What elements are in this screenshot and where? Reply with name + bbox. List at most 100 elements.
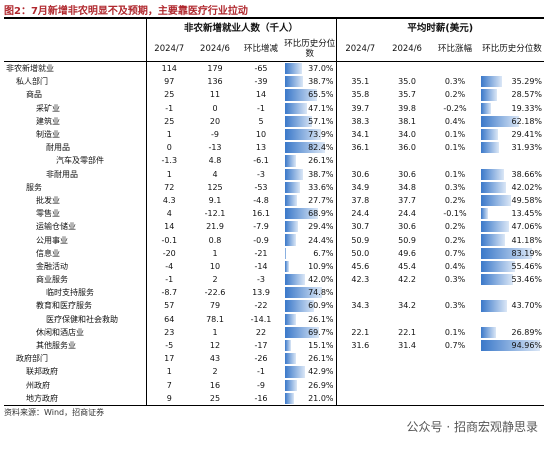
cell: 16.1: [252, 209, 270, 219]
cell: -39: [254, 77, 268, 87]
percentile-label: 41.18%: [511, 235, 543, 245]
percentile-cell: 42.0%: [284, 273, 336, 286]
table-row: 教育和医疗服务 57 79 -22 60.9% 34.3 34.2 0.3% 43.70%: [4, 299, 544, 313]
percentile-cell: 41.18%: [480, 233, 544, 246]
cell: -7.9: [253, 222, 269, 232]
percentile-cell: 62.18%: [480, 115, 544, 128]
row-name: 私人部门: [16, 77, 48, 87]
percentile-cell: 26.89%: [480, 326, 544, 339]
table-row: 批发业 4.3 9.1 -4.8 27.7% 37.8 37.7 0.2% 49.58%: [4, 193, 544, 208]
empty-cell: [335, 391, 385, 406]
data-bar: [285, 366, 306, 378]
data-bar: [285, 128, 322, 141]
percentile-cell: 26.1%: [284, 154, 336, 167]
group-header: 非农新增就业人数（千人）: [145, 17, 337, 37]
row-name: 联邦政府: [26, 367, 58, 377]
cell: -65: [254, 64, 268, 74]
data-bar: [285, 168, 303, 180]
table-row: 运输仓储业 14 21.9 -7.9 29.4% 30.7 30.6 0.2% 47.06%: [4, 220, 544, 234]
row-name: 临时支持服务: [46, 288, 94, 298]
percentile-label: 53.46%: [511, 275, 543, 285]
empty-cell: [335, 365, 385, 379]
percentile-label: 42.0%: [308, 275, 334, 285]
cell: 0.3%: [444, 275, 466, 285]
table-row: 商业服务 -1 2 -3 42.0% 42.3 42.2 0.3% 53.46%: [4, 273, 544, 287]
table-row: 非农新增就业 114 179 -65 37.0%: [4, 61, 544, 76]
table-row: 商品 25 11 14 65.5% 35.8 35.7 0.2% 28.57%: [4, 88, 544, 102]
cell: -14: [254, 261, 268, 271]
data-bar: [481, 247, 533, 259]
cell: 0.1%: [444, 327, 466, 337]
cell: 0.8: [208, 235, 222, 245]
empty-cell: [430, 62, 480, 76]
row-name: 采矿业: [36, 103, 60, 113]
percentile-cell: 33.6%: [284, 181, 336, 194]
cell: -1: [257, 103, 265, 113]
percentile-cell: 42.9%: [284, 365, 336, 378]
percentile-cell: 74.8%: [284, 286, 336, 299]
row-name: 公用事业: [36, 235, 68, 245]
cell: 136: [207, 77, 223, 87]
cell: 0.2%: [444, 235, 466, 245]
percentile-label: 49.58%: [511, 195, 543, 205]
percentile-label: 15.1%: [308, 341, 334, 351]
empty-cell: [335, 286, 385, 300]
table-row: 建筑业 25 20 5 57.1% 38.3 38.1 0.4% 62.18%: [4, 114, 544, 128]
percentile-cell: 26.1%: [284, 313, 336, 326]
cell: 17: [145, 352, 192, 366]
source: 资料来源：Wind，招商证券: [4, 408, 105, 417]
percentile-label: 74.8%: [308, 288, 334, 298]
empty-cell: [384, 352, 430, 365]
data-bar: [481, 234, 506, 246]
data-bar: [285, 313, 297, 325]
row-name: 汽车及零部件: [56, 156, 104, 166]
cell: 30.6: [335, 167, 385, 181]
empty-cell: [430, 391, 481, 406]
column-header: 2024/6: [384, 37, 431, 62]
percentile-cell: 55.46%: [480, 260, 544, 273]
percentile-cell: 65.5%: [284, 88, 336, 101]
data-bar: [285, 260, 289, 272]
percentile-cell: 26.1%: [284, 352, 336, 365]
percentile-cell: 28.57%: [480, 88, 544, 101]
title: 图2：7月新增非农明显不及预期，主要靠医疗行业拉动: [4, 6, 248, 17]
cell: -53: [254, 182, 268, 192]
percentile-cell: 6.7%: [284, 247, 336, 260]
empty-cell: [384, 154, 430, 167]
cell: -12.1: [204, 209, 226, 219]
cell: -0.1%: [443, 209, 467, 219]
cell: 1: [145, 127, 192, 142]
table-row: 服务 72 125 -53 33.6% 34.9 34.8 0.3% 42.02%: [4, 180, 544, 194]
cell: 31.6: [335, 338, 385, 353]
percentile-cell: 73.9%: [284, 128, 336, 141]
percentile-label: 60.9%: [308, 301, 334, 311]
cell: 35.7: [398, 90, 416, 100]
cell: 25: [145, 88, 192, 102]
percentile-cell: 38.7%: [284, 168, 336, 181]
percentile-label: 26.1%: [308, 354, 334, 364]
empty-cell: [384, 313, 430, 326]
table-row: 联邦政府 1 2 -1 42.9%: [4, 365, 544, 379]
empty-cell: [430, 286, 480, 299]
percentile-cell: 57.1%: [284, 115, 336, 128]
cell: 2: [212, 275, 218, 285]
table-row: 政府部门 17 43 -26 26.1%: [4, 352, 544, 366]
cell: 21.9: [206, 222, 224, 232]
empty-cell: [480, 365, 544, 378]
cell: 5: [258, 116, 264, 126]
percentile-label: 65.5%: [308, 90, 334, 100]
cell: 1: [212, 327, 218, 337]
cell: -14.1: [250, 314, 272, 324]
percentile-cell: 94.96%: [480, 339, 544, 352]
percentile-label: 26.9%: [308, 380, 334, 390]
cell: 78.1: [206, 314, 224, 324]
empty-cell: [384, 62, 430, 76]
cell: 35.1: [335, 75, 385, 89]
cell: -4.8: [253, 195, 269, 205]
percentile-label: 69.7%: [308, 327, 334, 337]
row-name: 建筑业: [36, 116, 60, 126]
row-name: 政府部门: [16, 354, 48, 364]
table-row: 金融活动 -4 10 -14 10.9% 45.6 45.4 0.4% 55.46%: [4, 259, 544, 273]
empty-cell: [430, 154, 480, 167]
percentile-label: 43.70%: [511, 301, 543, 311]
